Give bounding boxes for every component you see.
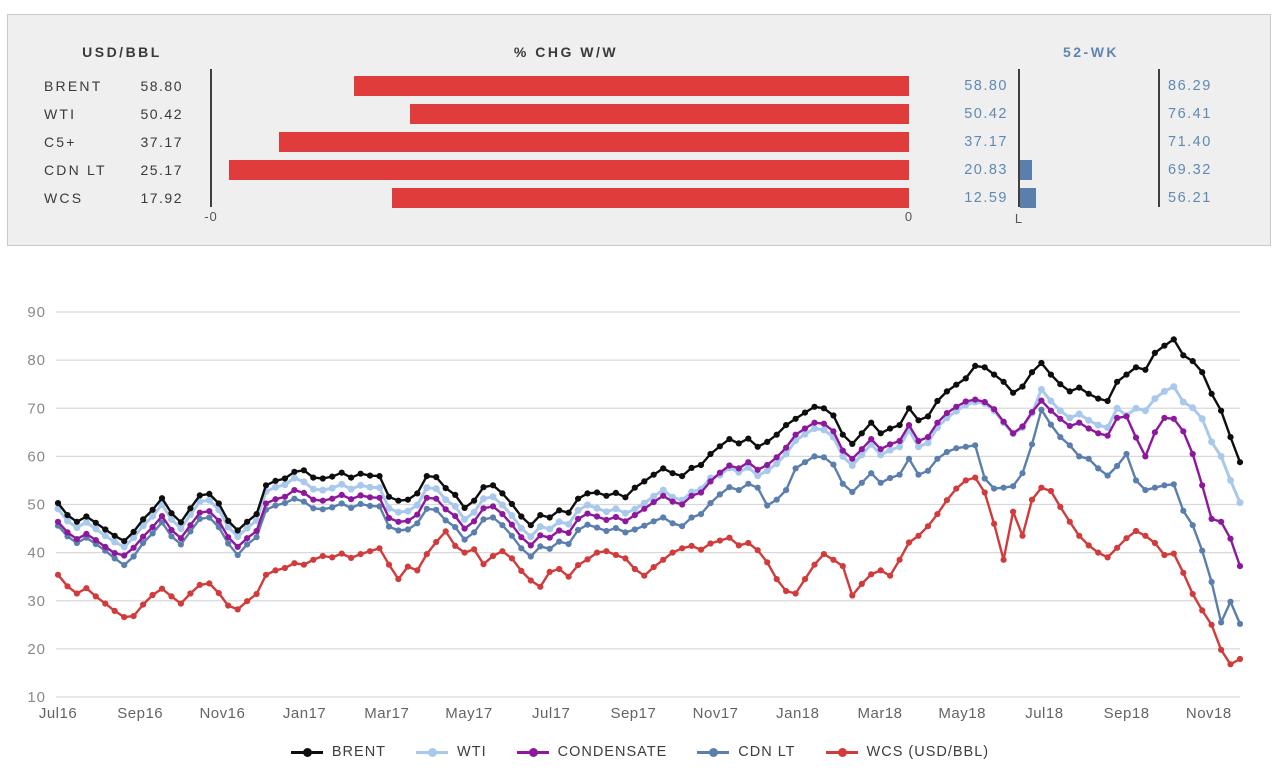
- series-condensate: [54, 396, 1244, 570]
- legend-item-wcs: WCS (USD/BBL): [825, 744, 990, 760]
- x-tick-label: Nov18: [1186, 705, 1232, 722]
- row-52wk-low: 37.17: [964, 134, 1008, 150]
- y-tick-label: 90: [27, 304, 46, 321]
- x-tick-label: May18: [938, 705, 986, 722]
- legend-marker-brent: [290, 747, 323, 757]
- row-52wk-high: 56.21: [1168, 190, 1212, 206]
- y-tick-label: 30: [27, 593, 46, 610]
- legend-item-brent: BRENT: [290, 744, 387, 760]
- row-price: 58.80: [140, 78, 183, 94]
- row-52wk-high: 76.41: [1168, 106, 1212, 122]
- legend-item-condensate: CONDENSATE: [516, 744, 668, 760]
- row-price: 17.92: [140, 190, 183, 206]
- low-bar: [1020, 188, 1036, 208]
- y-tick-label: 80: [27, 352, 46, 369]
- row-price: 50.42: [140, 106, 183, 122]
- x-tick-label: May17: [445, 705, 493, 722]
- y-tick-label: 20: [27, 641, 46, 658]
- x-tick-label: Sep18: [1104, 705, 1150, 722]
- y-tick-label: 40: [27, 545, 46, 562]
- x-tick-label: Jan18: [776, 705, 819, 722]
- 52wk-header: 52-WK: [1062, 44, 1120, 60]
- row-52wk-high: 86.29: [1168, 78, 1212, 94]
- y-tick-label: 10: [27, 689, 46, 706]
- row-label: WCS: [44, 190, 84, 206]
- chg-axis-min-label: -0: [204, 209, 218, 224]
- row-52wk-low: 20.83: [964, 162, 1008, 178]
- row-label: WTI: [44, 106, 77, 122]
- legend-label: CONDENSATE: [557, 744, 668, 760]
- row-label: BRENT: [44, 78, 103, 94]
- x-tick-label: Nov16: [199, 705, 245, 722]
- row-52wk-low: 58.80: [964, 78, 1008, 94]
- series-wcs-usd-bbl: [54, 474, 1244, 668]
- chg-bar: [279, 132, 909, 152]
- row-price: 25.17: [140, 162, 183, 178]
- chg-bar: [354, 76, 909, 96]
- x-tick-label: Jul17: [532, 705, 570, 722]
- legend-marker-wcs: [825, 747, 858, 757]
- chg-bar: [392, 188, 909, 208]
- price-summary-panel: USD/BBL % CHG W/W 52-WK -0 0 L BRENT 58.…: [7, 14, 1271, 246]
- chg-ww-header: % CHG W/W: [513, 44, 619, 60]
- x-tick-label: Sep17: [610, 705, 656, 722]
- y-tick-label: 50: [27, 497, 46, 514]
- chg-bar: [229, 160, 909, 180]
- legend-label: BRENT: [331, 744, 387, 760]
- legend-label: CDN LT: [738, 744, 796, 760]
- 52wk-low-axis-label: L: [1014, 211, 1024, 226]
- chg-bar: [410, 104, 909, 124]
- legend-marker-wti: [416, 747, 449, 757]
- row-price: 37.17: [140, 134, 183, 150]
- x-tick-label: Jul16: [39, 705, 77, 722]
- row-label: C5+: [44, 134, 77, 150]
- row-52wk-high: 71.40: [1168, 134, 1212, 150]
- usd-bbl-header: USD/BBL: [82, 44, 162, 60]
- series-brent: [54, 336, 1244, 545]
- legend-marker-condensate: [516, 747, 549, 757]
- price-history-chart: 90 80 70 60 50 40 30 20 10 Jul16 Sep16 Nov16 Jan17 Ma…: [0, 258, 1280, 776]
- x-tick-label: Jul18: [1025, 705, 1063, 722]
- legend-item-wti: WTI: [416, 744, 487, 760]
- 52wk-high-axis-line: [1158, 69, 1160, 207]
- legend-marker-cdnlt: [697, 747, 730, 757]
- y-tick-label: 70: [27, 400, 46, 417]
- row-52wk-high: 69.32: [1168, 162, 1212, 178]
- x-tick-label: Sep16: [117, 705, 163, 722]
- row-52wk-low: 50.42: [964, 106, 1008, 122]
- x-tick-label: Jan17: [283, 705, 326, 722]
- low-bar: [1020, 160, 1032, 180]
- x-tick-label: Nov17: [693, 705, 739, 722]
- 52wk-low-axis-line: [1018, 69, 1020, 207]
- row-52wk-low: 12.59: [964, 190, 1008, 206]
- legend-label: WTI: [457, 744, 487, 760]
- legend-item-cdnlt: CDN LT: [697, 744, 795, 760]
- x-tick-label: Mar17: [364, 705, 409, 722]
- chg-axis-zero-label: 0: [904, 209, 914, 224]
- legend-label: WCS (USD/BBL): [866, 744, 990, 760]
- row-label: CDN LT: [44, 162, 107, 178]
- y-tick-label: 60: [27, 448, 46, 465]
- chg-axis-left-line: [210, 69, 212, 207]
- series-cdn-lt: [54, 406, 1244, 627]
- x-tick-label: Mar18: [857, 705, 902, 722]
- chart-legend: BRENT WTI CONDENSATE CDN LT WCS (USD/BBL…: [0, 744, 1280, 760]
